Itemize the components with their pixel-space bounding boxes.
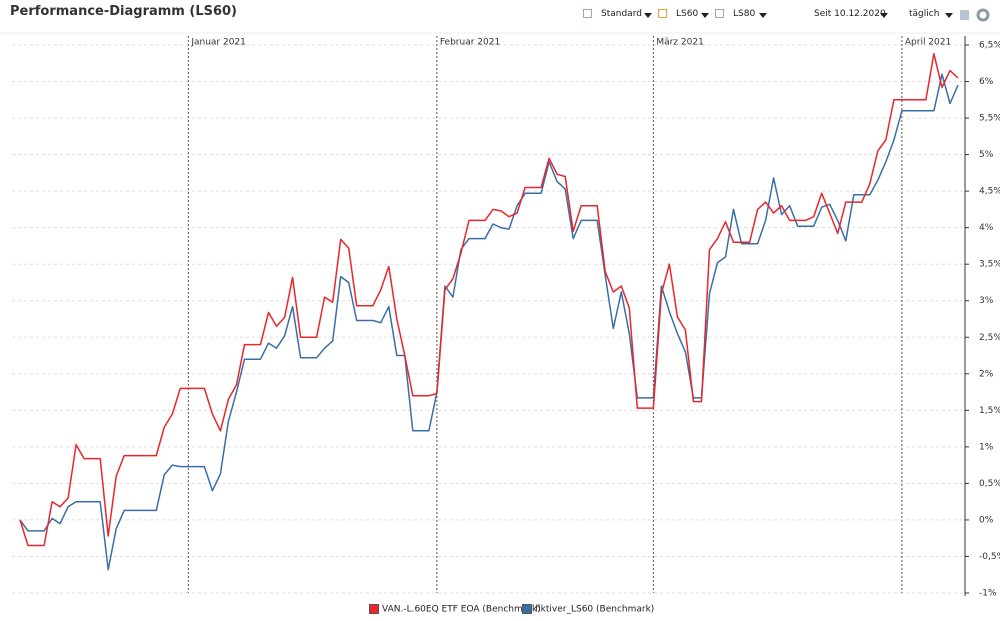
dropdown-arrow[interactable]	[880, 13, 888, 18]
y-tick-label: 3%	[979, 296, 994, 306]
dropdown-arrow[interactable]	[759, 13, 767, 18]
toggle-ls80[interactable]: LS80	[715, 9, 755, 19]
toggle-label: Standard	[601, 9, 642, 19]
y-tick-label: 0,5%	[979, 479, 1000, 489]
x-tick-label: Januar 2021	[190, 38, 246, 48]
x-tick-label: April 2021	[905, 38, 951, 48]
toggle-standard[interactable]: Standard	[583, 9, 642, 19]
y-tick-label: -1%	[979, 589, 997, 599]
series-line	[19, 53, 959, 547]
legend-label: VAN.-L.60EQ ETF EOA (Benchmark)	[382, 604, 541, 615]
interval-label: täglich	[909, 9, 940, 19]
legend-item[interactable]: VAN.-L.60EQ ETF EOA (Benchmark)	[369, 604, 541, 615]
legend-swatch	[369, 604, 379, 614]
page-title: Performance-Diagramm (LS60)	[10, 4, 237, 19]
x-tick-label: Februar 2021	[440, 38, 500, 48]
y-tick-label: 6,5%	[979, 41, 1000, 51]
dropdown-arrow[interactable]	[644, 13, 652, 18]
period-label: Seit 10.12.2020	[814, 9, 886, 19]
interval-select[interactable]: täglich	[909, 9, 939, 19]
toggle-label: LS80	[733, 9, 756, 19]
toggle-ls60[interactable]: LS60	[658, 9, 698, 19]
y-tick-label: 0%	[979, 515, 994, 525]
y-tick-label: 1%	[979, 442, 994, 452]
y-tick-label: 5,5%	[979, 114, 1000, 124]
series-line	[19, 73, 959, 571]
dropdown-arrow[interactable]	[701, 13, 709, 18]
x-tick-label: März 2021	[656, 38, 703, 48]
y-tick-label: 2,5%	[979, 333, 1000, 343]
y-tick-label: 2%	[979, 369, 994, 379]
toggle-label: LS60	[676, 9, 699, 19]
dropdown-arrow[interactable]	[945, 13, 953, 18]
y-tick-label: -0,5%	[979, 552, 1000, 562]
export-icon[interactable]	[960, 10, 969, 20]
y-tick-label: 6%	[979, 77, 994, 87]
period-select[interactable]: Seit 10.12.2020	[814, 9, 886, 19]
y-tick-label: 1,5%	[979, 406, 1000, 416]
y-tick-label: 4%	[979, 223, 994, 233]
legend-label: fiktiver_LS60 (Benchmark)	[535, 604, 655, 615]
y-tick-label: 5%	[979, 150, 994, 160]
legend-swatch	[522, 604, 532, 614]
y-tick-label: 4,5%	[979, 187, 1000, 197]
settings-icon[interactable]	[976, 8, 990, 22]
legend-item[interactable]: fiktiver_LS60 (Benchmark)	[522, 604, 654, 615]
y-tick-label: 3,5%	[979, 260, 1000, 270]
